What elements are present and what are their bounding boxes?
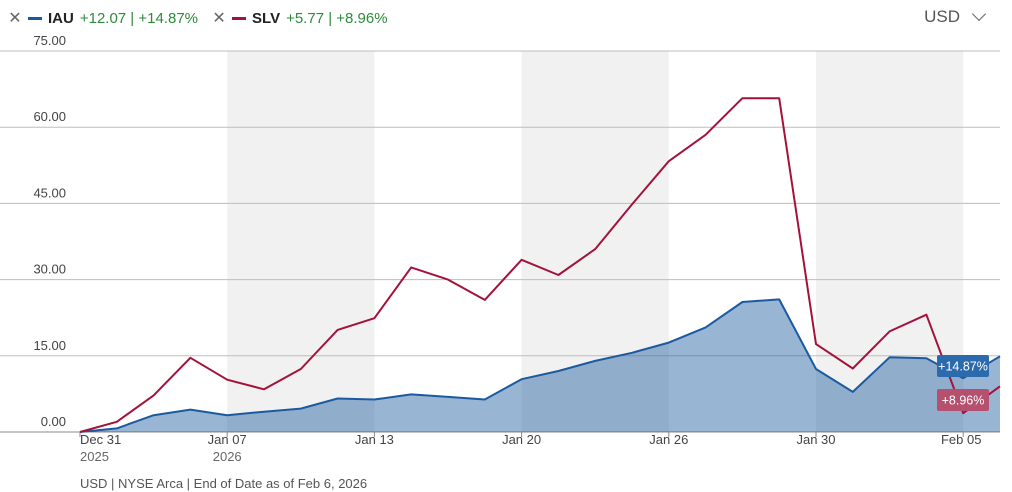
x-tick-label: Jan 13 [355,432,394,447]
iau-swatch [28,16,42,20]
iau-end-label-box [937,355,989,377]
slv-end-label: +8.96% [942,394,985,408]
y-tick-label: 30.00 [33,262,66,277]
x-tick-label: Jan 20 [502,432,541,447]
shaded-band [227,51,375,432]
y-tick-label: 75.00 [33,33,66,48]
legend-item-slv: ✕ SLV +5.77 | +8.96% [212,8,388,28]
x-tick-sublabel: 2026 [213,449,242,464]
y-tick-label: 45.00 [33,185,66,200]
slv-line [79,97,1001,433]
y-tick-label: 0.00 [41,414,66,429]
remove-iau-icon[interactable]: ✕ [8,10,22,27]
shaded-band [521,51,669,432]
iau-end-label: +14.87% [938,360,988,374]
y-tick-label: 60.00 [33,109,66,124]
currency-selector[interactable]: USD [924,6,987,27]
price-chart[interactable]: 75.00 60.00 45.00 30.00 15.00 0.00 Dec 31 2025 J… [0,0,1012,470]
iau-change: +12.07 | +14.87% [79,9,199,27]
iau-line [79,298,1001,433]
slv-swatch [232,16,247,20]
remove-slv-icon[interactable]: ✕ [212,10,226,27]
slv-change: +5.77 | +8.96% [286,9,388,27]
currency-label: USD [924,7,960,26]
chart-footer: USD | NYSE Arca | End of Date as of Feb … [80,476,368,491]
x-tick-label: Jan 07 [208,432,247,447]
chart-legend: ✕ IAU +12.07 | +14.87% ✕ SLV +5.77 | +8.… [8,8,388,28]
x-tick-label: Jan 26 [649,432,688,447]
x-tick-sublabel: 2025 [80,449,109,464]
slv-symbol[interactable]: SLV [252,9,281,27]
iau-area [80,299,1000,432]
x-tick-label: Dec 31 [80,432,121,447]
iau-symbol[interactable]: IAU [48,9,74,27]
slv-end-label-box [937,389,989,411]
y-tick-label: 15.00 [33,338,66,353]
x-tick-label: Jan 30 [796,432,835,447]
x-tick-label: Feb 05 [941,432,981,447]
legend-item-iau: ✕ IAU +12.07 | +14.87% [8,8,198,28]
